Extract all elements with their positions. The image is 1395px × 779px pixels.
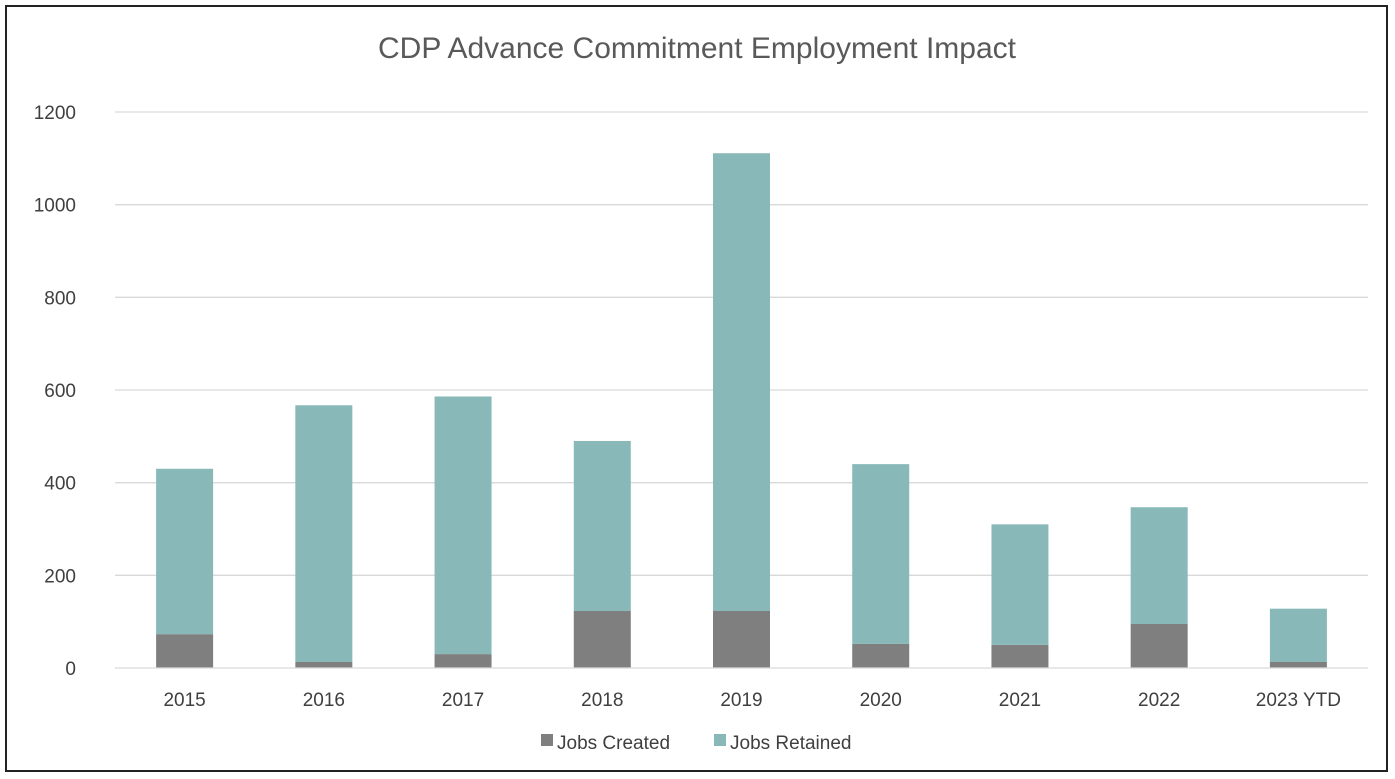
y-tick-label: 1200	[34, 103, 76, 124]
x-tick-label: 2015	[163, 690, 205, 711]
x-tick-label: 2018	[581, 690, 623, 711]
x-tick-label: 2019	[720, 690, 762, 711]
y-tick-label: 1000	[34, 196, 76, 217]
y-axis-ticks: 0 200 400 600 800 1000 1200	[34, 103, 76, 680]
bar-jobs-retained	[295, 405, 353, 662]
bar-jobs-created	[1269, 661, 1327, 668]
bars	[156, 153, 1327, 668]
x-tick-label: 2022	[1138, 690, 1180, 711]
legend-label-jobs-created: Jobs Created	[557, 733, 670, 754]
x-tick-label: 2016	[303, 690, 345, 711]
x-tick-label: 2021	[999, 690, 1041, 711]
legend-label-jobs-retained: Jobs Retained	[730, 733, 851, 754]
legend: Jobs Created Jobs Retained	[541, 733, 851, 754]
bar-jobs-created	[295, 661, 353, 668]
legend-swatch-jobs-created	[541, 734, 553, 746]
bar-jobs-created	[852, 643, 910, 668]
chart-title: CDP Advance Commitment Employment Impact	[378, 32, 1017, 65]
bar-jobs-created	[434, 654, 492, 668]
bar-jobs-retained	[1269, 608, 1327, 662]
x-tick-label: 2017	[442, 690, 484, 711]
x-axis-ticks: 2015 2016 2017 2018 2019 2020 2021 2022 2023 YTD	[163, 690, 1341, 711]
y-tick-label: 0	[65, 659, 76, 680]
legend-swatch-jobs-retained	[714, 734, 726, 746]
y-tick-label: 600	[44, 381, 76, 402]
bar-jobs-retained	[573, 440, 631, 612]
bar-jobs-created	[991, 644, 1049, 668]
bar-jobs-retained	[991, 524, 1049, 645]
bar-jobs-created	[1130, 623, 1188, 668]
bar-jobs-created	[713, 611, 770, 668]
bar-jobs-retained	[852, 464, 910, 644]
bar-jobs-created	[156, 634, 214, 668]
bar-jobs-retained	[156, 468, 214, 635]
bar-jobs-retained	[434, 396, 492, 655]
bar-jobs-retained	[713, 153, 770, 612]
y-tick-label: 400	[44, 474, 76, 495]
x-tick-label: 2023 YTD	[1256, 690, 1341, 711]
y-tick-label: 800	[44, 288, 76, 309]
y-tick-label: 200	[44, 566, 76, 587]
x-tick-label: 2020	[860, 690, 902, 711]
bar-jobs-created	[573, 611, 631, 668]
bar-jobs-retained	[1130, 507, 1188, 624]
